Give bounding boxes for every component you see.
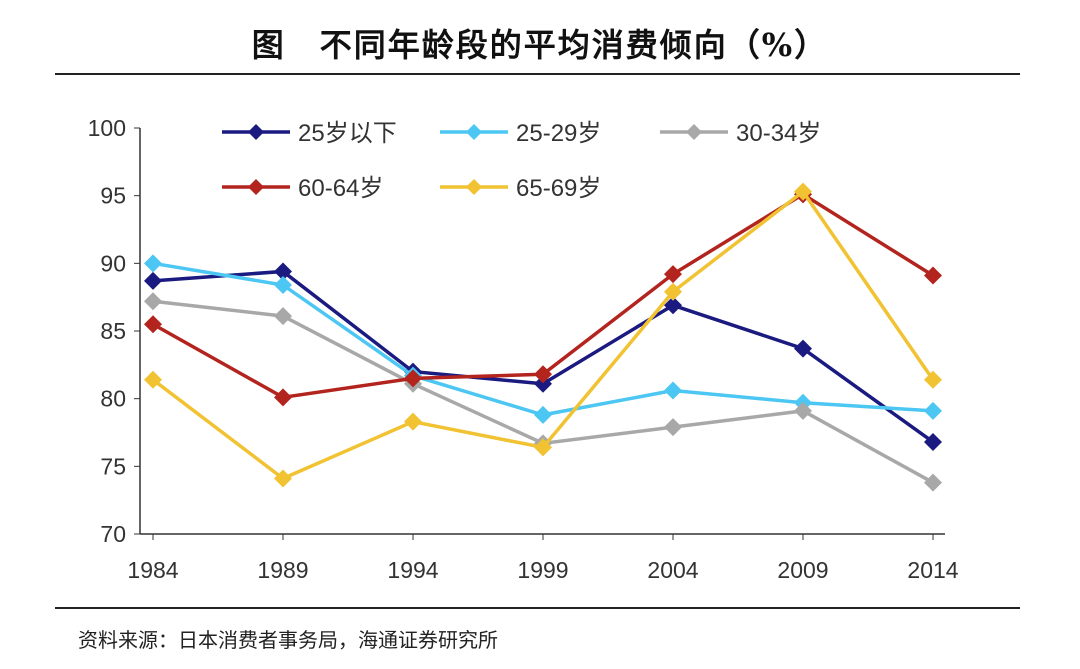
source-note: 资料来源：日本消费者事务局，海通证券研究所 (78, 628, 498, 652)
data-point (404, 412, 422, 431)
legend-label: 65-69岁 (516, 175, 601, 202)
legend-label: 60-64岁 (298, 175, 383, 202)
footer-divider (55, 607, 1020, 609)
data-point (274, 262, 292, 281)
data-point (274, 388, 292, 407)
y-tick-label: 85 (100, 318, 126, 344)
data-point (924, 370, 942, 389)
data-point (274, 469, 292, 488)
y-tick-label: 95 (100, 183, 126, 209)
data-point (534, 374, 552, 393)
data-point (144, 254, 162, 273)
x-tick-label: 1994 (387, 557, 438, 583)
data-point (274, 275, 292, 294)
legend-label: 30-34岁 (736, 120, 821, 147)
data-point (924, 432, 942, 451)
data-point (144, 292, 162, 311)
data-point (534, 405, 552, 424)
y-tick-label: 100 (88, 115, 126, 141)
legend-label: 25-29岁 (516, 120, 601, 147)
data-point (664, 381, 682, 400)
y-tick-label: 90 (100, 250, 126, 276)
data-point (794, 401, 812, 420)
chart-title: 图 不同年龄段的平均消费倾向（%） (251, 26, 829, 64)
legend-marker (466, 179, 482, 195)
legend-marker (466, 124, 482, 140)
data-point (274, 307, 292, 326)
x-tick-label: 1984 (127, 557, 178, 583)
legend-marker (686, 124, 702, 140)
title-divider (55, 73, 1020, 75)
data-point (534, 438, 552, 457)
legend-marker (248, 124, 264, 140)
legend-label: 25岁以下 (298, 120, 397, 147)
data-point (924, 401, 942, 420)
data-point (664, 296, 682, 315)
x-tick-label: 1989 (257, 557, 308, 583)
data-point (794, 339, 812, 358)
data-point (144, 315, 162, 334)
data-point (664, 282, 682, 301)
data-point (404, 369, 422, 388)
x-tick-label: 1999 (517, 557, 568, 583)
legend-marker (248, 179, 264, 195)
y-tick-label: 70 (100, 521, 126, 547)
data-point (924, 266, 942, 285)
data-point (794, 182, 812, 201)
y-tick-label: 80 (100, 386, 126, 412)
data-point (144, 370, 162, 389)
data-point (534, 365, 552, 384)
y-tick-label: 75 (100, 453, 126, 479)
data-point (924, 473, 942, 492)
data-point (144, 271, 162, 290)
x-tick-label: 2009 (777, 557, 828, 583)
data-point (664, 265, 682, 284)
x-tick-label: 2004 (647, 557, 698, 583)
x-tick-label: 2014 (907, 557, 958, 583)
data-point (664, 418, 682, 437)
